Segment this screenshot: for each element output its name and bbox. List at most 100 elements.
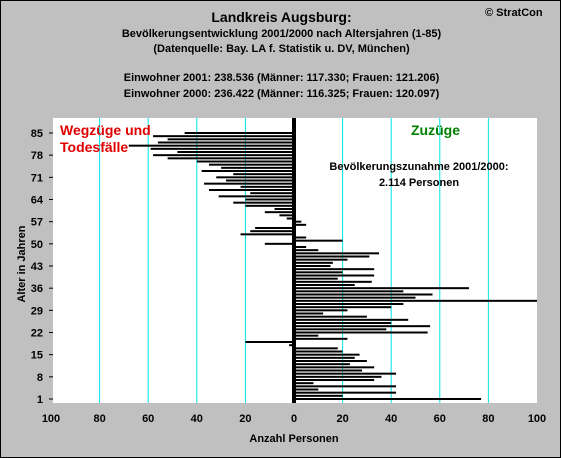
- bar-age-2: [294, 394, 343, 397]
- bar-age-62: [245, 204, 294, 207]
- bar-age-81: [128, 144, 294, 147]
- bar-age-13: [294, 360, 367, 362]
- bar-age-80: [150, 147, 294, 150]
- bar-age-45: [294, 258, 348, 261]
- bar-age-25: [294, 322, 392, 324]
- y-tick-label: 57: [31, 217, 43, 229]
- bar-age-82: [157, 141, 294, 144]
- y-tick-label: 43: [31, 261, 43, 273]
- bar-age-11: [294, 366, 375, 369]
- bar-age-23: [294, 328, 387, 331]
- bar-age-72: [233, 173, 294, 176]
- bar-age-14: [294, 356, 355, 359]
- bar-age-64: [245, 198, 294, 201]
- annotation-increase-title: Bevölkerungszunahme 2001/2000:: [329, 161, 508, 173]
- bar-age-49: [294, 246, 307, 248]
- bar-age-56: [294, 223, 307, 226]
- x-tick-label: 60: [434, 413, 446, 425]
- bar-age-4: [294, 388, 319, 391]
- label-neg-line1: Wegzüge und: [60, 122, 151, 138]
- x-tick-label: 40: [385, 413, 397, 425]
- bar-age-47: [294, 252, 380, 255]
- bar-age-46: [294, 255, 370, 258]
- bar-age-22: [294, 331, 428, 334]
- chart-title: Landkreis Augsburg:: [211, 9, 352, 25]
- bar-age-44: [294, 261, 333, 264]
- bar-age-37: [294, 284, 355, 286]
- bar-age-84: [153, 135, 294, 138]
- bar-age-59: [279, 214, 294, 217]
- y-tick-label: 78: [31, 150, 43, 162]
- bar-age-58: [286, 217, 294, 220]
- chart-subtitle: Bevölkerungsentwicklung 2001/2000 nach A…: [121, 28, 442, 40]
- y-tick-label: 29: [31, 305, 43, 317]
- bar-age-70: [225, 179, 294, 182]
- x-tick-label: 100: [528, 413, 546, 425]
- bar-age-61: [274, 208, 294, 210]
- bar-age-78: [153, 154, 294, 157]
- x-tick-label: 40: [191, 413, 203, 425]
- bar-age-28: [294, 312, 324, 315]
- bar-age-29: [294, 309, 348, 312]
- bar-age-15: [294, 353, 360, 356]
- y-tick-label: 22: [31, 328, 43, 340]
- x-tick-label: 60: [142, 413, 154, 425]
- bar-age-83: [167, 138, 294, 141]
- bar-age-79: [177, 151, 294, 153]
- label-neg-line2: Todesfälle: [60, 139, 128, 155]
- y-tick-label: 36: [31, 283, 43, 295]
- bar-age-1: [294, 398, 482, 400]
- bar-age-3: [294, 391, 397, 394]
- bar-age-69: [204, 182, 294, 185]
- bar-age-54: [250, 230, 294, 233]
- bar-age-19: [245, 341, 294, 343]
- x-tick-label: 100: [42, 413, 60, 425]
- label-immigration: Zuzüge: [411, 122, 460, 138]
- bar-age-67: [208, 189, 294, 191]
- annotation-increase-value: 2.114 Personen: [379, 177, 459, 189]
- x-tick-label: 0: [291, 413, 297, 425]
- bar-age-52: [294, 236, 307, 239]
- bar-age-74: [221, 166, 294, 169]
- bar-age-51: [294, 239, 343, 242]
- bar-age-9: [294, 372, 397, 375]
- bar-age-42: [294, 268, 375, 271]
- bar-age-57: [294, 220, 302, 223]
- bar-age-36: [294, 287, 469, 290]
- bar-age-12: [294, 363, 350, 366]
- bar-age-33: [294, 296, 416, 299]
- bar-age-85: [184, 132, 294, 134]
- bar-age-73: [201, 170, 294, 172]
- y-tick-label: 64: [31, 195, 44, 207]
- y-tick-label: 8: [37, 372, 43, 384]
- y-tick-label: 85: [31, 128, 43, 140]
- copyright-label: © StratCon: [485, 7, 543, 19]
- bar-age-35: [294, 290, 404, 293]
- bar-age-16: [294, 350, 343, 353]
- bar-age-38: [294, 280, 372, 283]
- bar-age-68: [240, 185, 294, 188]
- zero-axis: [292, 118, 296, 403]
- x-tick-label: 80: [482, 413, 494, 425]
- bar-age-17: [294, 347, 338, 350]
- bar-age-20: [294, 337, 348, 340]
- bar-age-21: [294, 334, 319, 337]
- bar-age-75: [208, 163, 294, 166]
- y-tick-label: 50: [31, 239, 43, 251]
- population-2001: Einwohner 2001: 238.536 (Männer: 117.330…: [123, 72, 440, 84]
- bar-age-66: [250, 192, 294, 195]
- label-emigration-deaths: Wegzüge und Todesfälle: [60, 122, 151, 155]
- bar-age-55: [255, 227, 294, 229]
- bar-age-50: [264, 242, 294, 245]
- bar-age-76: [196, 160, 294, 163]
- y-tick-label: 71: [31, 172, 43, 184]
- bar-age-30: [294, 306, 392, 309]
- bar-age-27: [294, 315, 367, 318]
- bar-age-5: [294, 385, 397, 388]
- y-axis-label: Alter in Jahren: [16, 225, 28, 302]
- x-tick-labels: 100 80 60 40 20 0 20 40 60 80 100: [42, 413, 546, 425]
- bar-age-65: [218, 195, 294, 198]
- bar-age-7: [294, 379, 375, 381]
- x-axis-label: Anzahl Personen: [249, 433, 339, 445]
